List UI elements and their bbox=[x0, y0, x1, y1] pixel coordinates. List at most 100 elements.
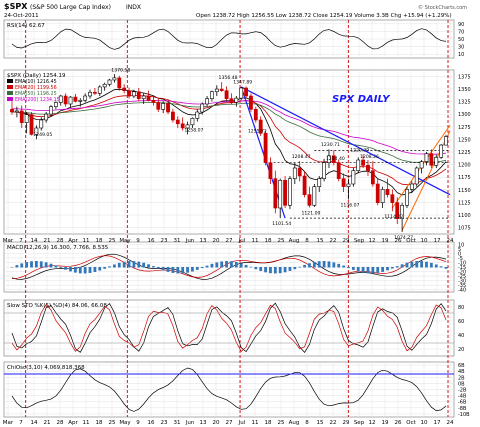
macd-histogram-bar bbox=[34, 261, 38, 268]
sto-d-line bbox=[11, 304, 447, 352]
ema-200-line bbox=[12, 100, 447, 155]
macd-histogram-bar bbox=[264, 267, 267, 273]
price-tick: 1275 bbox=[458, 125, 471, 131]
macd-histogram-bar bbox=[254, 267, 258, 270]
price-bar-body bbox=[288, 178, 292, 206]
price-bar-body bbox=[395, 202, 400, 219]
price-bar-body bbox=[92, 91, 97, 94]
chaikin-line bbox=[11, 367, 447, 412]
price-tick: 1150 bbox=[458, 188, 471, 194]
macd-histogram-bar bbox=[337, 263, 341, 268]
price-bar-body bbox=[136, 91, 141, 99]
date-label: 24-Oct-2011 bbox=[4, 13, 39, 19]
x-tick-label: 18 bbox=[96, 238, 103, 244]
ohlc-readout: Open 1238.72 High 1256.55 Low 1238.72 Cl… bbox=[196, 13, 452, 19]
macd-histogram-bar bbox=[347, 267, 350, 269]
macd-histogram-bar bbox=[142, 262, 146, 268]
price-bar-body bbox=[219, 88, 224, 91]
macd-legend: MACD(12,26,9) 16.300, 7.766, 8.535 bbox=[7, 245, 109, 251]
price-bar-body bbox=[224, 90, 229, 99]
price-bar-body bbox=[283, 179, 287, 206]
macd-histogram-bar bbox=[322, 261, 326, 268]
x-tick-label: 22 bbox=[330, 238, 337, 244]
macd-histogram-bar bbox=[278, 267, 282, 274]
price-bar-body bbox=[297, 167, 302, 177]
price-bar-body bbox=[29, 114, 34, 135]
macd-histogram-bar bbox=[200, 267, 204, 269]
x-tick-label: 23 bbox=[161, 238, 168, 244]
price-tick: 1300 bbox=[458, 112, 471, 118]
x-tick-label: 24 bbox=[447, 238, 454, 244]
ema-legend-label: EMA(200) 1234.15 bbox=[15, 97, 60, 103]
ema-legend-label: EMA(10) 1216.45 bbox=[15, 79, 57, 85]
downtrend-line-steep bbox=[240, 86, 286, 219]
x-tick-label: 10 bbox=[421, 420, 428, 426]
x-tick-label: 11 bbox=[83, 420, 90, 426]
price-bar-body bbox=[327, 155, 331, 163]
price-bar-body bbox=[58, 95, 63, 103]
macd-histogram-bar bbox=[356, 267, 360, 272]
price-bar-body bbox=[317, 178, 322, 187]
x-tick-label: 7 bbox=[19, 420, 23, 426]
chaikin-tick: -4B bbox=[458, 394, 467, 400]
x-tick-label: 9 bbox=[136, 238, 140, 244]
macd-histogram-bar bbox=[420, 261, 424, 268]
price-bar-body bbox=[312, 186, 317, 206]
macd-histogram-bar bbox=[327, 261, 331, 268]
price-bar-body bbox=[73, 96, 78, 102]
macd-histogram-bar bbox=[308, 263, 311, 268]
x-tick-label: 14 bbox=[31, 238, 38, 244]
x-tick-label: 31 bbox=[174, 238, 181, 244]
macd-histogram-bar bbox=[83, 267, 87, 274]
rsi-tick: 30 bbox=[458, 45, 464, 51]
macd-histogram-bar bbox=[39, 261, 43, 268]
price-bar-body bbox=[175, 119, 180, 125]
macd-histogram-bar bbox=[439, 266, 443, 268]
x-tick-label: 11 bbox=[83, 238, 90, 244]
price-bar-body bbox=[414, 167, 419, 185]
price-bar-body bbox=[439, 144, 444, 158]
x-tick-label: Mar bbox=[3, 420, 14, 426]
x-tick-label: 18 bbox=[265, 238, 272, 244]
x-tick-label: 29 bbox=[343, 420, 350, 426]
x-tick-label: 21 bbox=[44, 420, 51, 426]
x-tick-label: 17 bbox=[434, 420, 441, 426]
x-tick-label: 18 bbox=[265, 420, 272, 426]
watermark: © StockCharts.com bbox=[418, 4, 467, 11]
x-tick-label: 24 bbox=[447, 420, 454, 426]
price-bar-body bbox=[151, 99, 156, 103]
x-tick-label: Apr bbox=[68, 238, 78, 244]
price-bar-body bbox=[302, 175, 307, 195]
price-bar-body bbox=[356, 159, 361, 171]
price-bar-body bbox=[10, 109, 14, 113]
x-tick-label: 26 bbox=[395, 420, 402, 426]
macd-histogram-bar bbox=[113, 264, 116, 268]
sto-k-line bbox=[11, 302, 447, 353]
price-label: 1258.07 bbox=[184, 127, 203, 133]
price-bar-body bbox=[107, 79, 112, 85]
price-bar-body bbox=[341, 178, 346, 187]
price-bar-body bbox=[210, 91, 214, 99]
price-label: 1101.54 bbox=[272, 221, 291, 227]
price-bar-body bbox=[249, 95, 253, 110]
macd-tick: 0 bbox=[458, 251, 461, 257]
symbol-label: $SPX bbox=[4, 2, 28, 11]
price-bar-body bbox=[278, 179, 283, 209]
price-bar-body bbox=[229, 98, 234, 103]
chaikin-tick: -2B bbox=[458, 388, 467, 394]
price-bar-body bbox=[190, 118, 195, 126]
x-tick-label: 29 bbox=[343, 238, 350, 244]
macd-tick: -10 bbox=[458, 260, 466, 266]
x-tick-label: 8 bbox=[305, 238, 309, 244]
macd-histogram-bar bbox=[147, 264, 150, 268]
macd-histogram-bar bbox=[161, 267, 165, 271]
macd-histogram-bar bbox=[181, 267, 185, 274]
price-legend: $SPX (Daily) 1254.19 bbox=[7, 73, 66, 79]
price-bar-body bbox=[185, 124, 190, 129]
macd-histogram-bar bbox=[371, 267, 375, 274]
price-bar-body bbox=[258, 119, 263, 134]
x-tick-label: 17 bbox=[434, 238, 441, 244]
price-bar-body bbox=[161, 103, 166, 110]
x-tick-label: Jun bbox=[185, 420, 195, 426]
price-bar-body bbox=[434, 157, 439, 166]
